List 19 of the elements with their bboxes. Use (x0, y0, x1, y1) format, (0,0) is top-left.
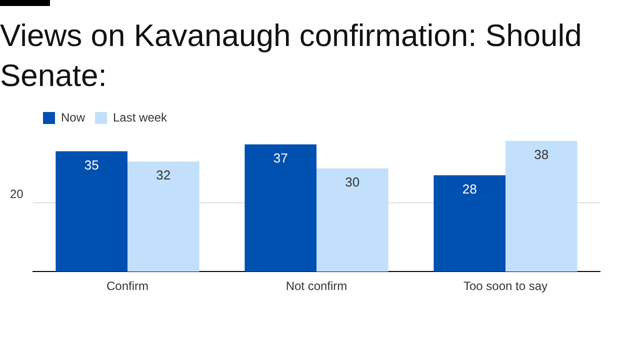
ref-line-label: 20 (10, 187, 24, 202)
data-label: 28 (462, 181, 477, 196)
bar (316, 168, 388, 272)
data-label: 35 (84, 157, 99, 172)
data-label: 30 (345, 174, 360, 190)
x-tick-label: Not confirm (286, 279, 348, 294)
data-label: 37 (273, 150, 288, 166)
legend-label: Last week (113, 110, 168, 124)
bar (56, 151, 128, 272)
chart-title: Views on Kavanaugh confirmation: Should Senate: (0, 17, 583, 95)
x-tick-label: Too soon to say (463, 279, 548, 294)
bar (128, 162, 200, 272)
bar (434, 175, 506, 272)
legend-label: Now (61, 110, 86, 124)
bar (244, 144, 316, 272)
x-tick-label: Confirm (106, 279, 149, 294)
bar (506, 140, 578, 272)
data-label: 32 (156, 168, 171, 183)
data-label: 38 (534, 146, 549, 162)
